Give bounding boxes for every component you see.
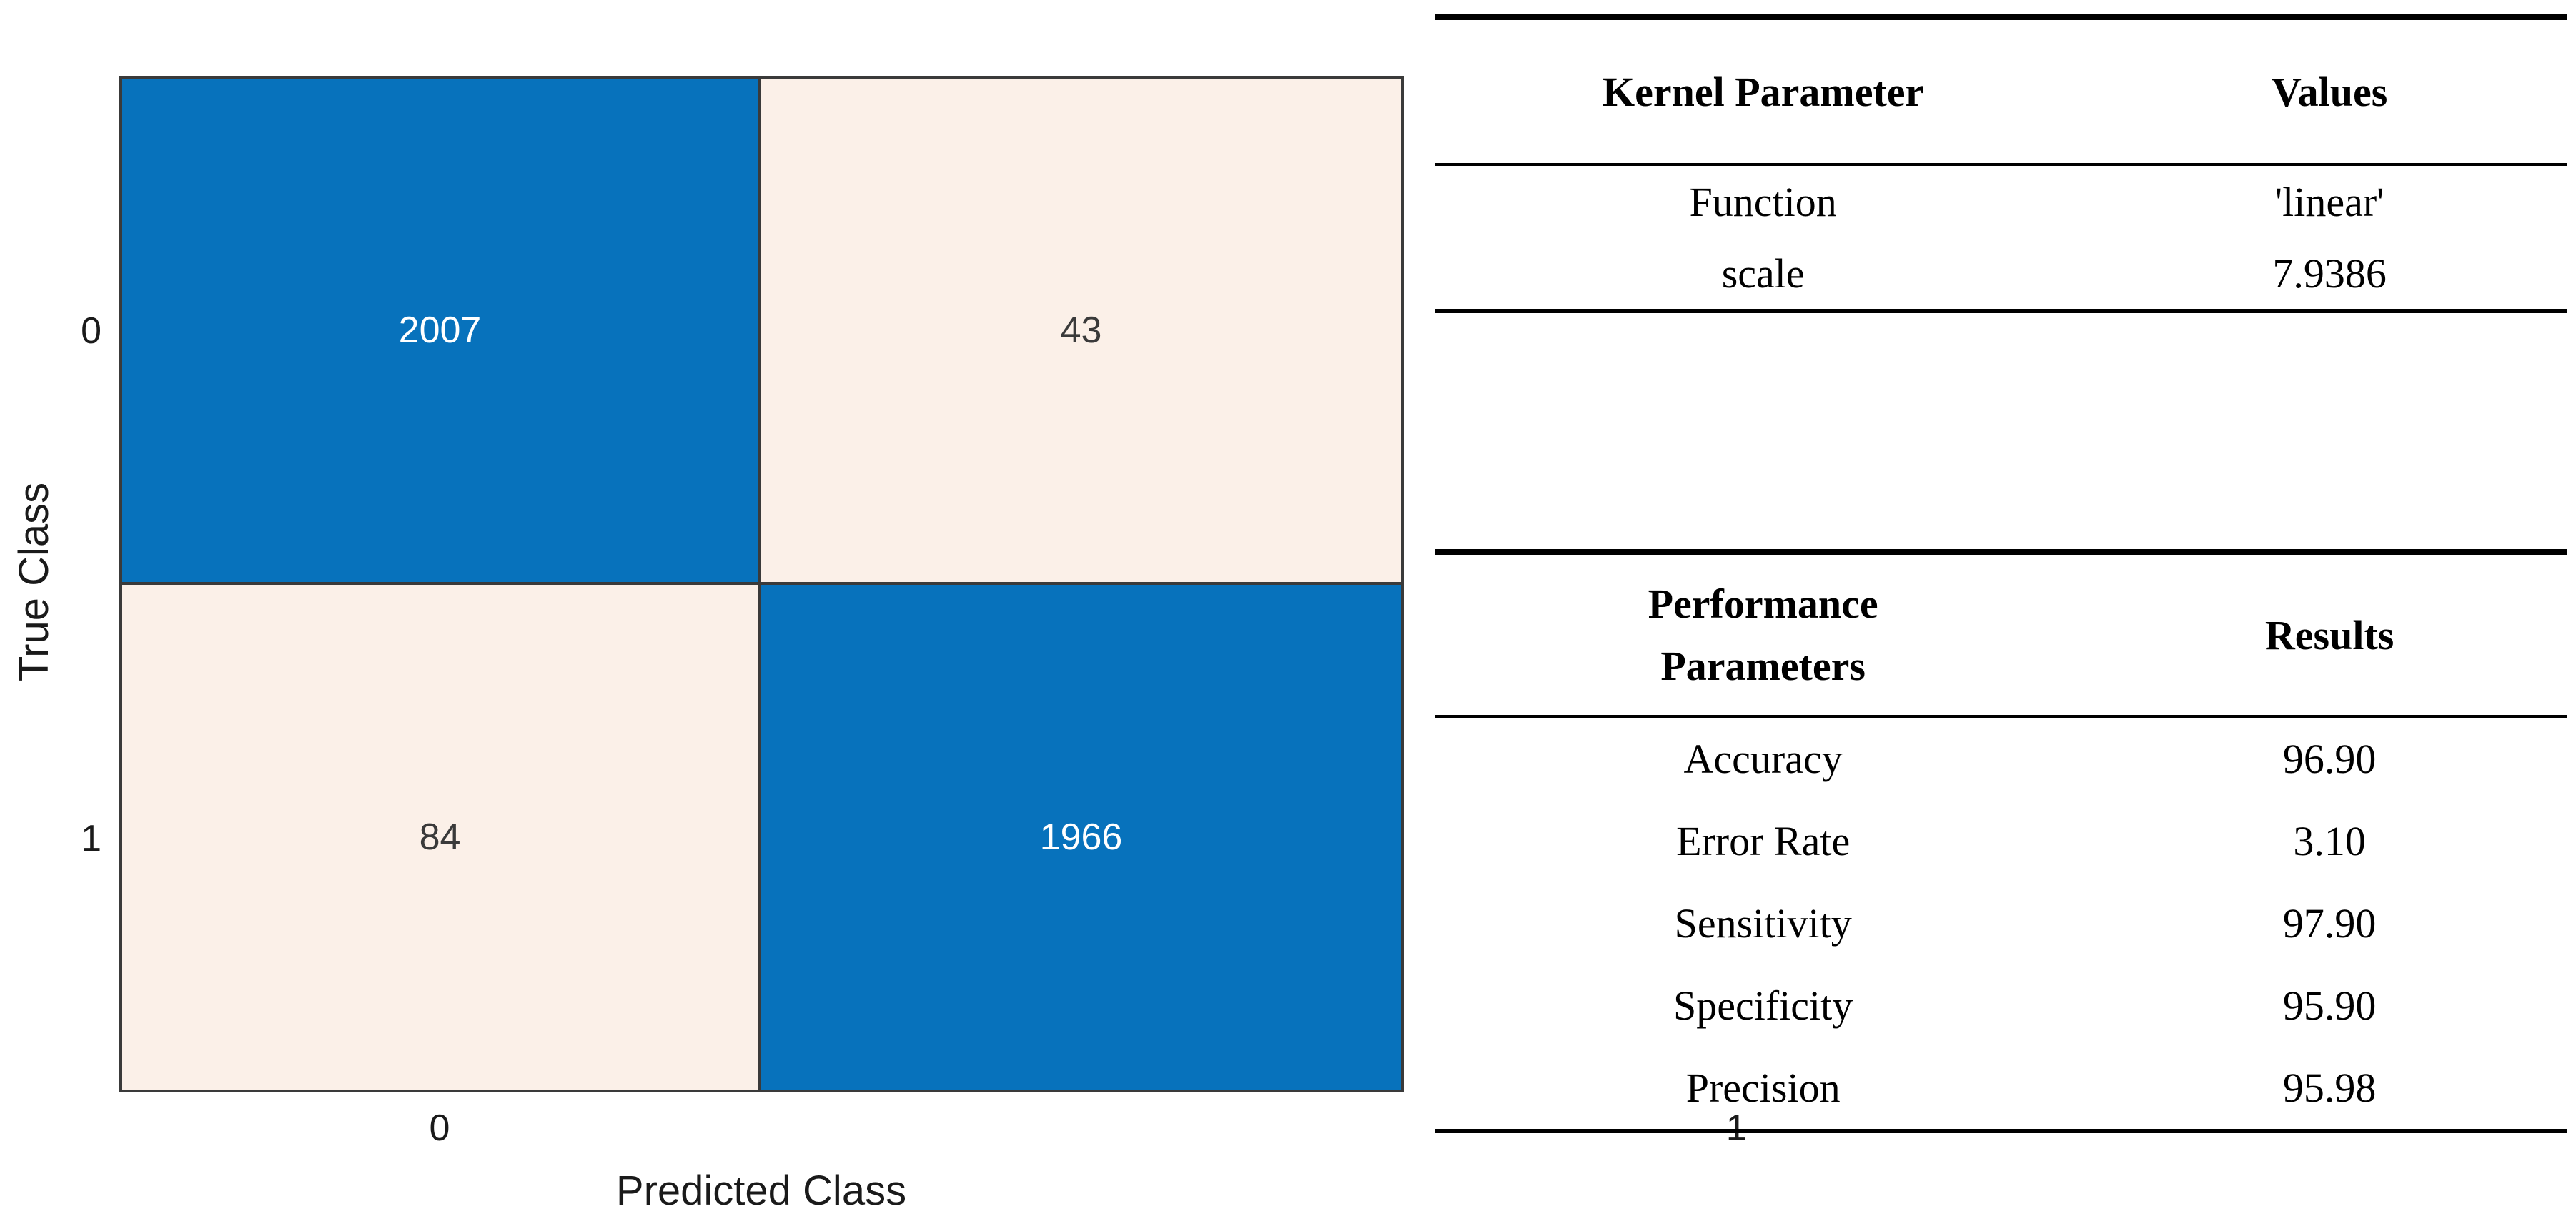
- table-row: Function 'linear': [1435, 166, 2567, 237]
- matrix-cell-true1-pred1: 1966: [761, 584, 1401, 1090]
- confusion-matrix: 2007 43 84 1966: [119, 76, 1404, 1092]
- perf-table-header-results: Results: [2264, 611, 2394, 658]
- kernel-row-scale-label: scale: [1721, 250, 1805, 297]
- perf-row-error-rate-label: Error Rate: [1676, 818, 1851, 864]
- kernel-table-header-values: Values: [2272, 68, 2388, 115]
- kernel-parameter-table: Kernel Parameter Values Function 'linear…: [1435, 14, 2567, 313]
- matrix-cell-true0-pred1: 43: [761, 79, 1401, 585]
- kernel-row-scale-value: 7.9386: [2272, 250, 2387, 297]
- table-row: Precision 95.98: [1435, 1047, 2567, 1129]
- matrix-cell-true1-pred0: 84: [122, 584, 761, 1090]
- perf-row-error-rate-value: 3.10: [2293, 818, 2366, 864]
- perf-row-accuracy-value: 96.90: [2282, 736, 2377, 782]
- y-axis-label: True Class: [11, 482, 57, 682]
- perf-table-header-parameters: Performance Parameters: [1648, 581, 1878, 689]
- perf-table-header-row: Performance Parameters Results: [1435, 555, 2567, 718]
- performance-parameters-table: Performance Parameters Results Accuracy …: [1435, 549, 2567, 1133]
- perf-row-specificity-value: 95.90: [2282, 982, 2377, 1029]
- x-axis-label: Predicted Class: [615, 1168, 907, 1214]
- table-row: scale 7.9386: [1435, 237, 2567, 309]
- kernel-table-header-row: Kernel Parameter Values: [1435, 20, 2567, 166]
- perf-row-precision-label: Precision: [1685, 1065, 1841, 1111]
- matrix-cell-true0-pred0: 2007: [122, 79, 761, 585]
- kernel-table-header-parameter: Kernel Parameter: [1602, 68, 1924, 115]
- y-tick-label-0: 0: [81, 310, 101, 352]
- perf-row-sensitivity-value: 97.90: [2282, 900, 2377, 947]
- kernel-row-function-value: 'linear': [2274, 178, 2384, 225]
- perf-row-sensitivity-label: Sensitivity: [1674, 900, 1852, 947]
- x-tick-label-0: 0: [429, 1107, 450, 1149]
- table-row: Error Rate 3.10: [1435, 800, 2567, 882]
- perf-row-accuracy-label: Accuracy: [1683, 736, 1843, 782]
- perf-row-specificity-label: Specificity: [1673, 982, 1853, 1029]
- perf-row-precision-value: 95.98: [2282, 1065, 2377, 1111]
- table-row: Accuracy 96.90: [1435, 718, 2567, 800]
- table-row: Sensitivity 97.90: [1435, 882, 2567, 964]
- x-tick-label-1: 1: [1725, 1107, 1747, 1149]
- table-row: Specificity 95.90: [1435, 964, 2567, 1047]
- y-tick-label-1: 1: [81, 818, 101, 859]
- kernel-row-function-label: Function: [1689, 178, 1837, 225]
